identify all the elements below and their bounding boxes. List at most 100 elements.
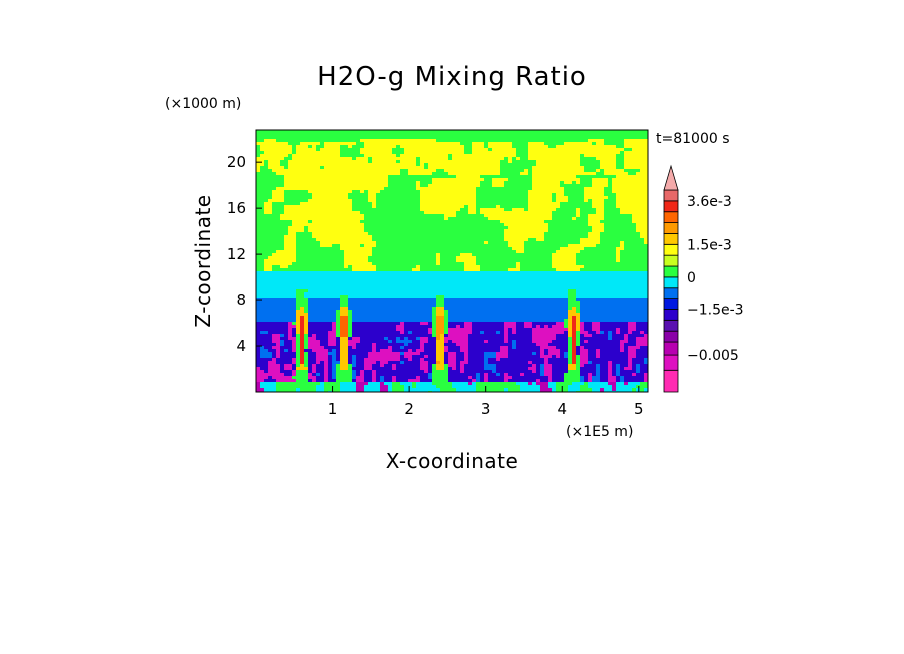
heatmap-cell — [524, 373, 541, 377]
heatmap-cell — [292, 349, 297, 353]
heatmap-cell — [488, 145, 513, 149]
heatmap-cell — [580, 349, 589, 353]
heatmap-cell — [420, 157, 449, 161]
heatmap-cell — [608, 178, 613, 182]
heatmap-cell — [256, 166, 261, 170]
heatmap-cell — [632, 361, 645, 365]
heatmap-cell — [568, 196, 585, 200]
heatmap-cell — [404, 388, 441, 392]
heatmap-cell — [256, 250, 277, 254]
heatmap-cell — [436, 262, 441, 266]
heatmap-cell — [476, 382, 517, 386]
heatmap-cell — [332, 370, 337, 374]
heatmap-cell — [616, 364, 621, 368]
heatmap-cell — [612, 184, 648, 188]
heatmap-cell — [460, 367, 465, 371]
heatmap-cell — [260, 331, 269, 335]
heatmap-cell — [516, 265, 521, 269]
heatmap-cell — [544, 220, 589, 224]
heatmap-cell — [276, 388, 297, 392]
heatmap-cell — [568, 325, 573, 329]
heatmap-cell — [264, 388, 277, 392]
heatmap-cell — [540, 385, 549, 389]
heatmap-cell — [528, 202, 561, 206]
heatmap-cell — [456, 211, 469, 215]
heatmap-cell — [388, 175, 457, 179]
heatmap-cell — [376, 376, 381, 380]
heatmap-cell — [484, 352, 497, 356]
heatmap-cell — [584, 379, 589, 383]
heatmap-cell — [588, 382, 609, 386]
heatmap-cell — [308, 220, 313, 224]
heatmap-cell — [632, 331, 641, 335]
heatmap-cell — [564, 331, 569, 335]
heatmap-cell — [300, 142, 321, 146]
heatmap-cell — [448, 154, 453, 158]
heatmap-cell — [360, 244, 365, 248]
heatmap-cell — [628, 340, 637, 344]
heatmap-cell — [616, 199, 648, 203]
heatmap-cell — [460, 361, 469, 365]
heatmap-cell — [592, 325, 601, 329]
heatmap-cell — [364, 373, 373, 377]
heatmap-cell — [384, 376, 393, 380]
heatmap-cell — [624, 241, 645, 245]
colorbar-segment — [663, 354, 679, 371]
heatmap-cell — [476, 202, 529, 206]
heatmap-cell — [440, 253, 461, 257]
heatmap-cell — [296, 238, 317, 242]
heatmap-cell — [436, 337, 441, 341]
heatmap-cell — [276, 379, 297, 383]
heatmap-cell — [340, 148, 361, 152]
heatmap-cell — [352, 358, 357, 362]
heatmap-cell — [352, 199, 369, 203]
heatmap-cell — [428, 376, 433, 380]
heatmap-cell — [464, 370, 493, 374]
heatmap-cell — [532, 361, 545, 365]
heatmap-cell — [376, 373, 429, 377]
heatmap-cell — [616, 196, 648, 200]
heatmap-cell — [360, 373, 365, 377]
heatmap-cell — [356, 343, 373, 347]
heatmap-cell — [388, 337, 397, 341]
heatmap-cell — [448, 340, 453, 344]
heatmap-cell — [300, 307, 305, 311]
heatmap-cell — [292, 331, 297, 335]
heatmap-cell — [576, 259, 617, 263]
heatmap-cell — [544, 232, 589, 236]
heatmap-cell — [308, 190, 353, 194]
heatmap-cell — [532, 337, 557, 341]
heatmap-cell — [256, 304, 297, 308]
heatmap-cell — [412, 268, 421, 272]
heatmap-cell — [296, 379, 309, 383]
heatmap-cell — [608, 334, 613, 338]
heatmap-cell — [268, 331, 289, 335]
heatmap-cell — [376, 241, 485, 245]
heatmap-cell — [316, 358, 329, 362]
heatmap-cell — [312, 196, 349, 200]
heatmap-cell — [644, 238, 648, 242]
heatmap-cell — [340, 298, 349, 302]
heatmap-cell — [472, 253, 553, 257]
heatmap-cell — [396, 376, 417, 380]
heatmap-cell — [320, 361, 325, 365]
heatmap-cell — [292, 343, 297, 347]
heatmap-cell — [556, 145, 617, 149]
heatmap-cell — [292, 361, 297, 365]
heatmap-cell — [592, 142, 597, 146]
heatmap-cell — [616, 163, 625, 167]
heatmap-cell — [304, 319, 309, 323]
heatmap-cell — [376, 202, 421, 206]
heatmap-cell — [364, 217, 445, 221]
heatmap-cell — [416, 157, 421, 161]
heatmap-cell — [588, 385, 613, 389]
heatmap-cell — [304, 325, 309, 329]
heatmap-cell — [296, 370, 309, 374]
heatmap-cell — [636, 172, 648, 176]
heatmap-cell — [392, 340, 397, 344]
heatmap-cell — [468, 349, 501, 353]
heatmap-cell — [420, 193, 477, 197]
heatmap-cell — [340, 325, 349, 329]
chart-title: H2O-g Mixing Ratio — [317, 62, 587, 92]
heatmap-cell — [604, 142, 625, 146]
